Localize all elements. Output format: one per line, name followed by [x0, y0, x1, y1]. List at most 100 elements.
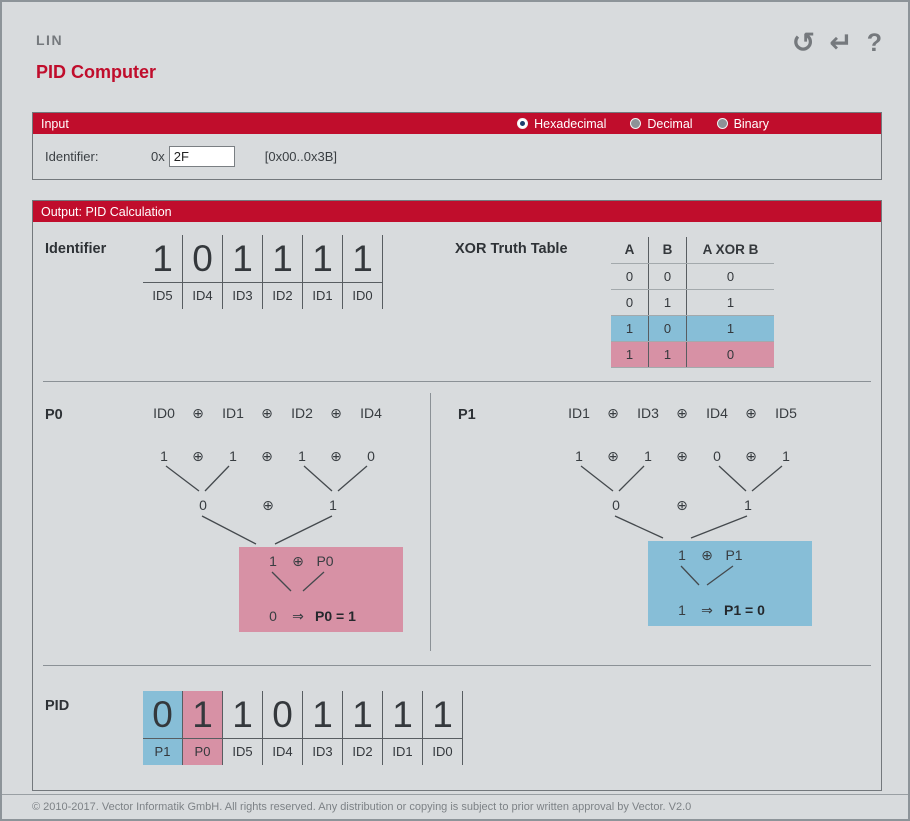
p0-term: ID2 — [291, 405, 313, 421]
xor-operator-icon: ⊕ — [261, 405, 273, 421]
p0-box-result: 0 — [269, 608, 277, 624]
p0-term: ID0 — [153, 405, 175, 421]
p0-p1-divider — [430, 393, 431, 651]
enter-icon[interactable]: ↵ — [829, 27, 853, 58]
xor-table-title: XOR Truth Table — [455, 241, 568, 257]
p1-box-operand: 1 — [678, 547, 686, 563]
xor-operator-icon: ⊕ — [676, 405, 688, 421]
bit-cell: 1 ID2 — [263, 235, 303, 309]
bit-cell: 1 ID3 — [223, 235, 263, 309]
p1-term: ID4 — [706, 405, 728, 421]
p0-intermediate-value: 1 — [329, 497, 337, 513]
p1-term: ID1 — [568, 405, 590, 421]
xor-cell: 1 — [649, 342, 687, 367]
xor-cell: 0 — [649, 316, 687, 341]
xor-table-row: 0 0 0 — [611, 264, 774, 290]
radio-hexadecimal-label: Hexadecimal — [534, 116, 607, 131]
hex-prefix-label: 0x — [151, 149, 165, 164]
p1-intermediate-value: 1 — [744, 497, 752, 513]
p1-box-parity: P1 — [725, 547, 743, 563]
radio-binary[interactable]: Binary — [716, 116, 769, 131]
input-panel-title: Input — [41, 116, 69, 131]
p0-term: ID1 — [222, 405, 244, 421]
xor-operator-icon: ⊕ — [607, 405, 619, 421]
p0-term: ID4 — [360, 405, 382, 421]
window-toolbar: ↺ ↵ ? — [792, 28, 882, 58]
bit-label: ID4 — [192, 288, 213, 303]
p1-term: ID3 — [637, 405, 659, 421]
bit-value: 1 — [303, 691, 342, 739]
bit-label: ID1 — [312, 288, 333, 303]
radio-unselected-icon — [630, 118, 642, 129]
bit-label: ID2 — [352, 744, 373, 759]
bit-value: 1 — [343, 691, 382, 739]
refresh-icon[interactable]: ↺ — [791, 27, 816, 58]
xor-header-b: B — [649, 237, 687, 263]
xor-cell: 0 — [611, 264, 649, 289]
p0-intermediate-value: 0 — [199, 497, 207, 513]
p1-term: ID5 — [775, 405, 797, 421]
p0-box-operand: 1 — [269, 553, 277, 569]
p0-bit-value: 1 — [229, 448, 237, 464]
bit-cell-p1: 0 P1 — [143, 691, 183, 765]
input-panel-body: Identifier: 0x [0x00..0x3B] — [33, 134, 881, 179]
xor-operator-icon: ⊕ — [745, 448, 757, 464]
implies-icon: ⇒ — [292, 608, 304, 624]
bit-label: ID5 — [232, 744, 253, 759]
radio-decimal[interactable]: Decimal — [630, 116, 693, 131]
identifier-label: Identifier: — [45, 149, 99, 164]
xor-operator-icon: ⊕ — [192, 405, 204, 421]
xor-cell: 0 — [726, 269, 735, 284]
bit-cell: 1 ID1 — [303, 235, 343, 309]
p1-bit-value: 0 — [713, 448, 721, 464]
bit-value: 1 — [383, 691, 422, 739]
pid-bit-table: 0 P1 1 P0 1 ID5 0 ID4 1 ID3 1 ID2 — [143, 691, 463, 765]
identifier-range-hint: [0x00..0x3B] — [264, 149, 338, 164]
xor-operator-icon: ⊕ — [701, 547, 713, 563]
input-panel: Input Hexadecimal Decimal Binary Identif… — [32, 112, 882, 180]
bit-label: ID3 — [312, 744, 333, 759]
p0-bit-value: 1 — [298, 448, 306, 464]
help-icon[interactable]: ? — [866, 29, 882, 57]
xor-cell: 1 — [611, 342, 649, 367]
radio-binary-label: Binary — [733, 116, 769, 131]
output-panel-title: Output: PID Calculation — [41, 204, 172, 219]
radio-decimal-label: Decimal — [647, 116, 693, 131]
xor-operator-icon: ⊕ — [261, 448, 273, 464]
bit-value: 1 — [143, 235, 182, 283]
bit-value: 1 — [223, 691, 262, 739]
identifier-input[interactable] — [168, 146, 235, 167]
xor-operator-icon: ⊕ — [292, 553, 304, 569]
footer: © 2010-2017. Vector Informatik GmbH. All… — [2, 794, 908, 819]
bit-cell: 1 ID5 — [143, 235, 183, 309]
p0-conclusion: P0 = 1 — [315, 608, 356, 624]
bit-cell-p0: 1 P0 — [183, 691, 223, 765]
bit-label: ID0 — [352, 288, 373, 303]
xor-table-row-highlight-pink: 1 1 0 — [611, 342, 774, 368]
xor-table-row: 0 1 1 — [611, 290, 774, 316]
p0-bit-value: 1 — [160, 448, 168, 464]
section-divider — [43, 381, 871, 382]
bit-label: ID3 — [232, 288, 253, 303]
radio-hexadecimal[interactable]: Hexadecimal — [517, 117, 606, 131]
bit-cell: 1 ID2 — [343, 691, 383, 765]
p1-bit-value: 1 — [575, 448, 583, 464]
p0-section-label: P0 — [45, 407, 63, 423]
brand-label: LIN — [36, 32, 64, 48]
page-title: PID Computer — [36, 62, 157, 82]
xor-operator-icon: ⊕ — [607, 448, 619, 464]
bit-cell: 1 ID5 — [223, 691, 263, 765]
xor-cell: 0 — [726, 347, 735, 362]
p0-box-parity: P0 — [316, 553, 334, 569]
bit-cell: 1 ID0 — [423, 691, 463, 765]
xor-cell: 0 — [649, 264, 687, 289]
xor-cell: 1 — [726, 295, 735, 310]
p1-conclusion: P1 = 0 — [724, 602, 765, 618]
xor-operator-icon: ⊕ — [192, 448, 204, 464]
xor-truth-table: A B A XOR B 0 0 0 0 1 1 1 0 1 1 1 — [611, 237, 774, 368]
p1-bit-value: 1 — [782, 448, 790, 464]
bit-label: ID5 — [152, 288, 173, 303]
xor-header-result: A XOR B — [702, 242, 759, 257]
bit-value: 0 — [263, 691, 302, 739]
